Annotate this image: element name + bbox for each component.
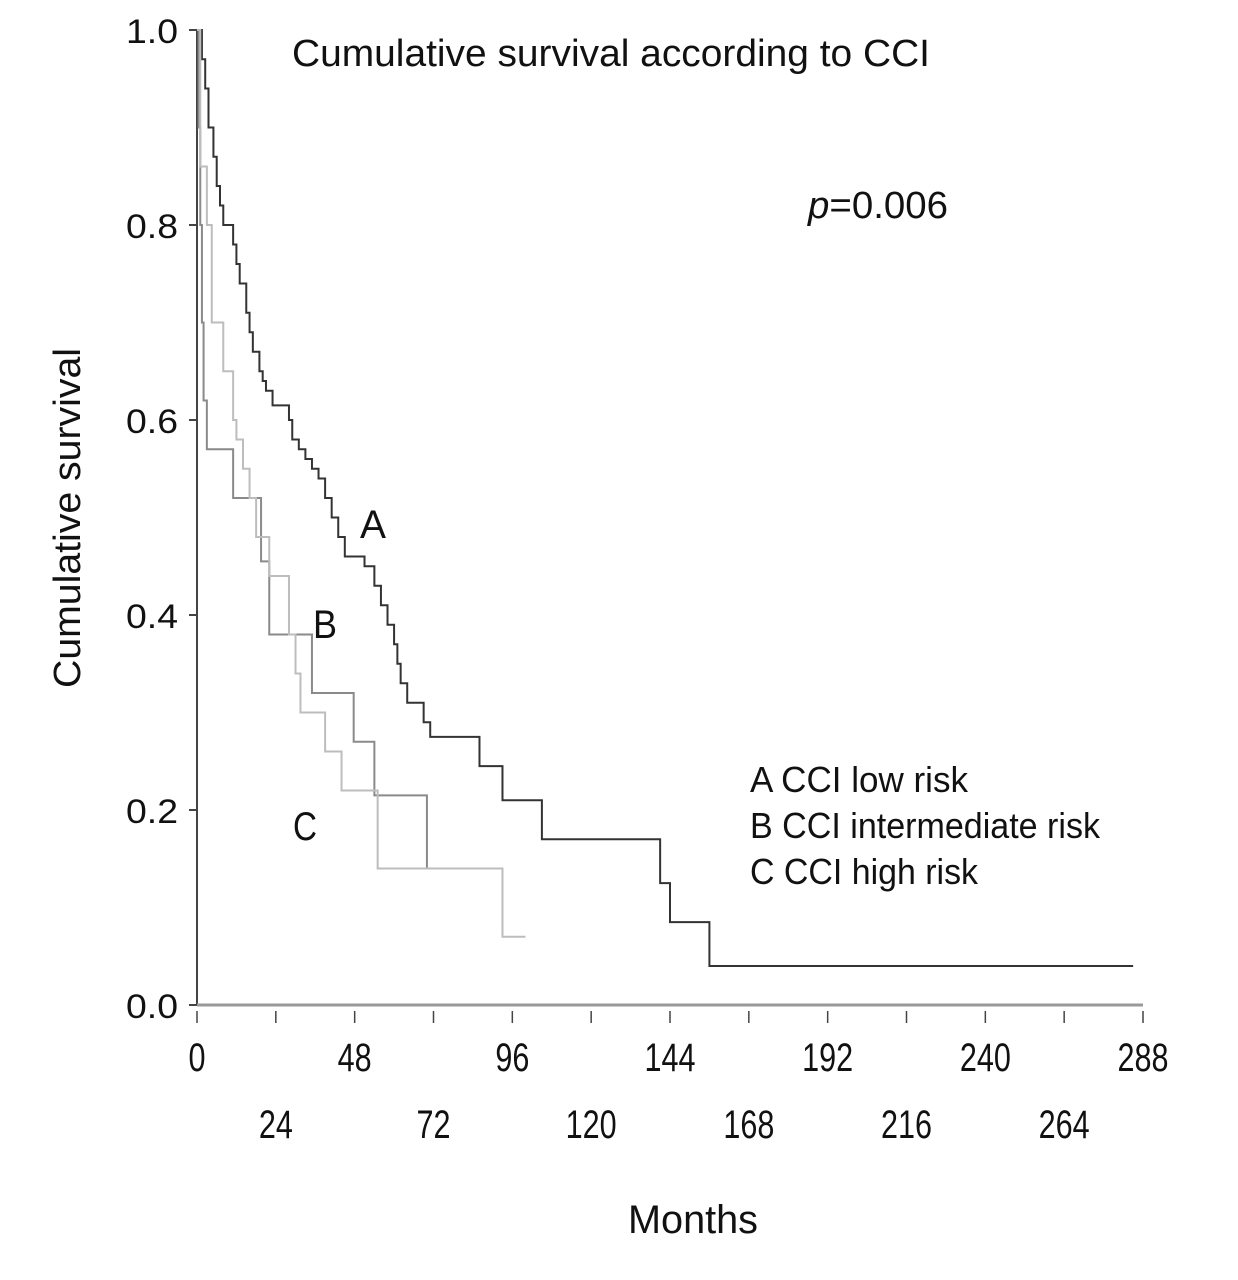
legend-item-c: C CCI high risk — [750, 851, 979, 892]
x-tick-label: 72 — [417, 1103, 451, 1147]
x-tick-label: 216 — [881, 1103, 932, 1147]
y-axis-label: Cumulative survival — [47, 348, 89, 688]
y-tick-label: 0.0 — [126, 988, 178, 1026]
legend: A CCI low risk B CCI intermediate risk C… — [750, 759, 1101, 892]
y-tick-label: 1.0 — [126, 13, 178, 51]
y-tick-label: 0.2 — [126, 793, 178, 831]
curve-c — [197, 29, 526, 938]
x-tick-label: 0 — [189, 1036, 206, 1080]
curve-label-c: C — [293, 805, 317, 849]
y-tick-label: 0.8 — [126, 208, 178, 246]
curve-a — [197, 29, 1134, 967]
axes: 0.0 0.2 0.4 0.6 0.8 1.0 0 24 48 72 96 120 144 168 192 2… — [126, 13, 1169, 1147]
x-axis-label: Months — [628, 1198, 758, 1242]
legend-item-a: A CCI low risk — [750, 759, 969, 800]
curve-labels: A B C — [293, 503, 386, 849]
chart-title: Cumulative survival according to CCI — [292, 33, 930, 75]
x-tick-label: 144 — [645, 1036, 696, 1080]
x-tick-label: 96 — [495, 1036, 529, 1080]
curve-label-b: B — [313, 603, 337, 647]
x-tick-label: 288 — [1118, 1036, 1169, 1080]
x-tick-label: 240 — [960, 1036, 1011, 1080]
x-tick-label: 24 — [259, 1103, 293, 1147]
p-value-annotation: p=0.006 — [807, 185, 948, 227]
y-tick-label: 0.6 — [126, 403, 178, 441]
x-tick-label: 120 — [566, 1103, 617, 1147]
x-tick-label: 264 — [1039, 1103, 1090, 1147]
y-tick-label: 0.4 — [126, 598, 178, 636]
curve-label-a: A — [360, 503, 386, 547]
x-tick-label: 48 — [338, 1036, 372, 1080]
legend-item-b: B CCI intermediate risk — [750, 805, 1101, 846]
curve-b — [197, 29, 434, 870]
survival-curves — [197, 29, 1134, 967]
x-tick-label: 168 — [723, 1103, 774, 1147]
x-tick-label: 192 — [802, 1036, 853, 1080]
